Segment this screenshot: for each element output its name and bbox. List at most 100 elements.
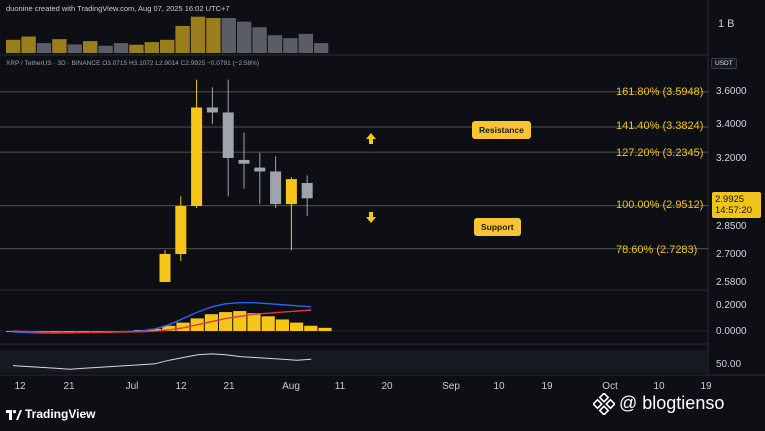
macd-histogram-bar: [261, 316, 275, 331]
volume-scale-label: 1 B: [718, 18, 735, 30]
volume-bar: [113, 43, 129, 53]
volume-bar: [206, 18, 221, 53]
rsi-level-label: 50.00: [716, 359, 742, 370]
candle-body: [191, 107, 203, 206]
date-tick: 10: [653, 381, 665, 392]
candlesticks: [159, 79, 313, 282]
grid-lines: [0, 0, 765, 376]
fibonacci-levels: [0, 91, 708, 250]
volume-bar: [83, 41, 98, 53]
watermark-text: @ blogtienso: [619, 393, 725, 413]
macd-tick: 0.2000: [716, 300, 747, 311]
price-tick: 3.2000: [716, 153, 747, 164]
date-tick: 21: [223, 381, 235, 392]
tradingview-logo[interactable]: TradingView: [6, 407, 95, 421]
candle-body: [270, 171, 282, 205]
candle-body: [238, 159, 250, 164]
macd-histogram-bar: [48, 331, 62, 332]
fib-label: 161.80% (3.5948): [616, 86, 704, 98]
volume-bar: [314, 43, 329, 53]
price-tick: 2.5800: [716, 277, 747, 288]
macd-tick: 0.0000: [716, 326, 747, 337]
macd-histogram-bar: [304, 325, 318, 331]
date-tick: 10: [493, 381, 505, 392]
fib-label: 127.20% (3.2345): [616, 147, 704, 159]
candle-countdown: 14:57:20: [715, 205, 752, 216]
fib-label: 78.60% (2.7283): [616, 244, 698, 256]
macd-histogram-bar: [162, 325, 176, 331]
candle-body: [222, 112, 234, 158]
date-tick: 20: [381, 381, 393, 392]
signal-line: [12, 309, 312, 334]
tradingview-mark-icon: [6, 409, 22, 420]
macd-histogram-bar: [148, 328, 162, 331]
macd-histogram-bar: [290, 322, 304, 331]
author-credit: duonine created with TradingView.com, Au…: [6, 4, 230, 13]
volume-bars: [6, 16, 329, 53]
volume-bar: [221, 18, 236, 53]
support-callout[interactable]: Support: [474, 218, 521, 236]
macd-histogram-bar: [247, 313, 261, 331]
macd-histogram-bar: [318, 327, 332, 331]
date-tick: 12: [175, 381, 187, 392]
direction-arrows: [366, 133, 376, 223]
candle-body: [159, 254, 171, 282]
down-arrow-icon: [366, 212, 376, 223]
rsi-panel: [12, 353, 312, 370]
volume-bar: [129, 44, 144, 53]
date-tick: 19: [541, 381, 553, 392]
up-arrow-icon: [366, 133, 376, 144]
price-tick: 2.8500: [716, 221, 747, 232]
currency-badge[interactable]: USDT: [711, 58, 737, 69]
date-tick: 12: [14, 381, 26, 392]
rsi-band: [0, 350, 708, 373]
binance-diamond-icon: [593, 393, 615, 416]
fib-label: 100.00% (2.9512): [616, 199, 704, 211]
macd-histogram-bar: [275, 319, 289, 331]
tradingview-logo-text: TradingView: [25, 407, 96, 421]
macd-histogram-bar: [176, 322, 190, 331]
candle-body: [285, 179, 297, 205]
volume-bar: [160, 39, 175, 53]
candle-body: [175, 206, 187, 254]
price-tick: 2.7000: [716, 249, 747, 260]
volume-bar: [175, 25, 190, 53]
volume-bar: [6, 39, 21, 53]
volume-bar: [298, 33, 313, 53]
volume-bar: [252, 27, 267, 53]
volume-bar: [98, 45, 113, 53]
last-price-marker: 2.9925 14:57:20: [712, 192, 761, 218]
macd-histogram-bar: [204, 314, 218, 331]
volume-bar: [52, 39, 67, 53]
candle-body: [301, 182, 313, 199]
volume-bar: [237, 21, 252, 53]
volume-bar: [36, 43, 52, 53]
date-tick: 11: [334, 381, 346, 392]
last-price: 2.9925: [715, 194, 745, 205]
volume-bar: [21, 36, 36, 53]
volume-bar: [67, 44, 82, 53]
date-tick: 21: [63, 381, 75, 392]
price-tick: 3.6000: [716, 86, 747, 97]
macd-histogram-bar: [6, 331, 20, 332]
candle-body: [254, 167, 266, 172]
date-tick: Sep: [442, 381, 460, 392]
macd-histogram-bar: [62, 331, 76, 332]
fib-label: 141.40% (3.3824): [616, 120, 704, 132]
macd-histogram-bar: [219, 312, 233, 331]
rsi-line: [12, 353, 312, 370]
date-tick: Aug: [282, 381, 300, 392]
date-tick: 19: [700, 381, 712, 392]
volume-bar: [283, 38, 298, 53]
volume-bar: [190, 16, 206, 53]
volume-bar: [144, 42, 159, 53]
watermark: @ blogtienso: [593, 393, 725, 416]
symbol-ohlc-line[interactable]: XRP / TetherUS · 3D · BINANCE O3.0715 H3…: [6, 60, 260, 67]
macd-panel: [0, 301, 708, 334]
resistance-callout[interactable]: Resistance: [472, 121, 531, 139]
macd-histogram-bar: [77, 331, 91, 332]
macd-histogram-bar: [233, 311, 247, 331]
date-tick: Oct: [602, 381, 618, 392]
date-tick: Jul: [125, 381, 139, 392]
